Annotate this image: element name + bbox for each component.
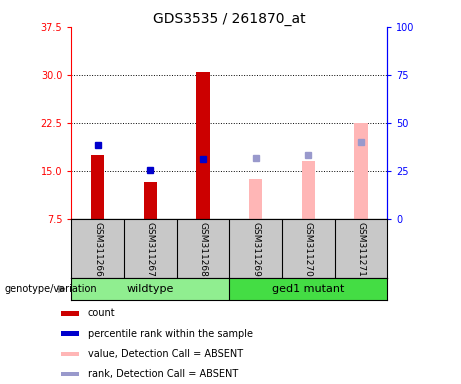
Text: wildtype: wildtype: [127, 284, 174, 294]
Bar: [144, 182, 157, 219]
Text: GSM311268: GSM311268: [199, 222, 207, 277]
Bar: [249, 179, 262, 219]
Text: GSM311267: GSM311267: [146, 222, 155, 277]
Text: value, Detection Call = ABSENT: value, Detection Call = ABSENT: [88, 349, 242, 359]
Text: GSM311269: GSM311269: [251, 222, 260, 277]
Text: percentile rank within the sample: percentile rank within the sample: [88, 329, 253, 339]
Bar: [61, 372, 79, 376]
Text: GSM311266: GSM311266: [93, 222, 102, 277]
Bar: [61, 311, 79, 316]
Bar: [71, 278, 229, 300]
Text: rank, Detection Call = ABSENT: rank, Detection Call = ABSENT: [88, 369, 238, 379]
Text: ged1 mutant: ged1 mutant: [272, 284, 344, 294]
Text: genotype/variation: genotype/variation: [5, 284, 97, 294]
Bar: [355, 123, 367, 219]
Bar: [229, 278, 387, 300]
Text: count: count: [88, 308, 115, 318]
Bar: [91, 155, 104, 219]
Bar: [61, 331, 79, 336]
Bar: [301, 161, 315, 219]
Text: GSM311270: GSM311270: [304, 222, 313, 277]
Title: GDS3535 / 261870_at: GDS3535 / 261870_at: [153, 12, 306, 26]
Bar: [61, 351, 79, 356]
Text: GSM311271: GSM311271: [356, 222, 366, 277]
Bar: [196, 72, 210, 219]
